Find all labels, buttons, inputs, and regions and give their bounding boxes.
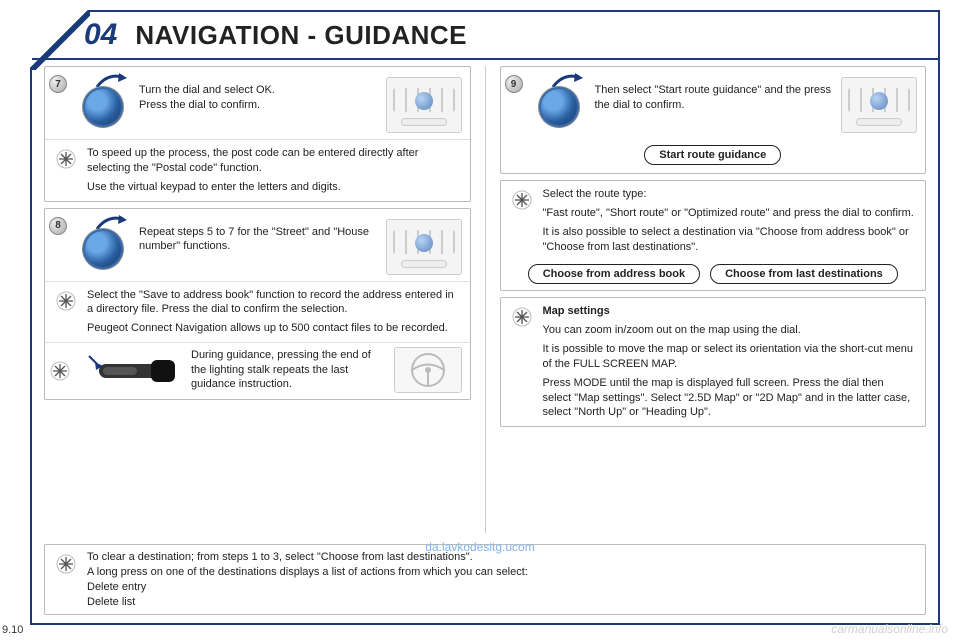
dial-icon — [75, 215, 131, 271]
route-type-tip: Select the route type: "Fast route", "Sh… — [501, 181, 926, 260]
left-column: 7 Turn the dial and select OK. Press the… — [44, 66, 471, 533]
step-8-line: Repeat steps 5 to 7 for the "Street" and… — [139, 225, 378, 255]
map-settings-tip: Map settings You can zoom in/zoom out on… — [501, 298, 926, 426]
page-number: 9.10 — [2, 624, 23, 636]
page-header: 04 NAVIGATION - GUIDANCE — [32, 12, 938, 60]
clear-destination-text: To clear a destination; from steps 1 to … — [87, 551, 528, 608]
postcode-p2: Use the virtual keypad to enter the lett… — [87, 180, 460, 195]
steering-wheel-icon — [394, 347, 462, 393]
choose-buttons-row: Choose from address book Choose from las… — [501, 260, 926, 290]
savebook-tip-text: Select the "Save to address book" functi… — [87, 288, 460, 337]
step-7-line1: Turn the dial and select OK. — [139, 83, 378, 98]
step-number-badge: 7 — [49, 75, 67, 93]
dial-icon — [531, 73, 587, 129]
start-route-button-row: Start route guidance — [501, 139, 926, 173]
step-8-box: 8 Repeat steps 5 to 7 for the "Street" a… — [44, 208, 471, 401]
mapsettings-p3: Press MODE until the map is displayed fu… — [543, 376, 916, 421]
step-9-text: Then select "Start route guidance" and t… — [595, 73, 834, 113]
bottom-p4: Delete list — [87, 596, 528, 608]
mapsettings-p2: It is possible to move the map or select… — [543, 342, 916, 372]
console-thumbnail — [386, 77, 462, 133]
column-divider — [485, 66, 486, 533]
postcode-tip: To speed up the process, the post code c… — [45, 139, 470, 201]
stalk-text: During guidance, pressing the end of the… — [191, 348, 384, 393]
route-type-text: Select the route type: "Fast route", "Sh… — [543, 187, 916, 254]
step-7-row: 7 Turn the dial and select OK. Press the… — [45, 67, 470, 139]
clear-destination-box: To clear a destination; from steps 1 to … — [44, 544, 926, 615]
watermark-site: carmanualsonline.info — [831, 622, 948, 636]
step-9-row: 9 Then select "Start route guidance" and… — [501, 67, 926, 139]
stalk-tip-text: During guidance, pressing the end of the… — [191, 348, 384, 393]
dial-icon — [75, 73, 131, 129]
step-9-box: 9 Then select "Start route guidance" and… — [500, 66, 927, 174]
postcode-tip-text: To speed up the process, the post code c… — [87, 146, 460, 195]
step-9-line: Then select "Start route guidance" and t… — [595, 83, 834, 113]
content-columns: 7 Turn the dial and select OK. Press the… — [44, 66, 926, 533]
asterisk-icon — [511, 306, 533, 328]
lighting-stalk-icon — [81, 350, 181, 390]
bottom-p3: Delete entry — [87, 581, 528, 593]
asterisk-icon — [511, 189, 533, 211]
stalk-tip: During guidance, pressing the end of the… — [45, 342, 470, 399]
step-7-text: Turn the dial and select OK. Press the d… — [139, 73, 378, 113]
step-8-row: 8 Repeat steps 5 to 7 for the "Street" a… — [45, 209, 470, 281]
choose-address-book-button[interactable]: Choose from address book — [528, 264, 700, 284]
map-settings-box: Map settings You can zoom in/zoom out on… — [500, 297, 927, 427]
postcode-p1: To speed up the process, the post code c… — [87, 146, 460, 176]
page-frame: 04 NAVIGATION - GUIDANCE 7 Turn the dial… — [30, 10, 940, 625]
choose-last-destinations-button[interactable]: Choose from last destinations — [710, 264, 898, 284]
map-settings-text: Map settings You can zoom in/zoom out on… — [543, 304, 916, 420]
right-column: 9 Then select "Start route guidance" and… — [500, 66, 927, 533]
step-number-badge: 9 — [505, 75, 523, 93]
asterisk-icon — [55, 290, 77, 312]
step-number-badge: 8 — [49, 217, 67, 235]
mapsettings-p1: You can zoom in/zoom out on the map usin… — [543, 323, 916, 338]
routetype-p1: Select the route type: — [543, 187, 916, 202]
start-route-button[interactable]: Start route guidance — [644, 145, 781, 165]
step-7-box: 7 Turn the dial and select OK. Press the… — [44, 66, 471, 202]
routetype-p3: It is also possible to select a destinat… — [543, 225, 916, 255]
bottom-p2: A long press on one of the destinations … — [87, 566, 528, 578]
asterisk-icon — [55, 553, 77, 575]
page-title: NAVIGATION - GUIDANCE — [135, 20, 467, 51]
savebook-p2: Peugeot Connect Navigation allows up to … — [87, 321, 460, 336]
asterisk-icon — [55, 148, 77, 170]
section-number: 04 — [84, 18, 117, 52]
console-thumbnail — [841, 77, 917, 133]
routetype-p2: "Fast route", "Short route" or "Optimize… — [543, 206, 916, 221]
console-thumbnail — [386, 219, 462, 275]
savebook-p1: Select the "Save to address book" functi… — [87, 288, 460, 318]
asterisk-icon — [49, 360, 71, 382]
savebook-tip: Select the "Save to address book" functi… — [45, 281, 470, 343]
step-8-text: Repeat steps 5 to 7 for the "Street" and… — [139, 215, 378, 255]
watermark-center: da.lavkodesitg.ucom — [425, 540, 534, 554]
step-7-line2: Press the dial to confirm. — [139, 98, 378, 113]
map-settings-heading: Map settings — [543, 305, 610, 317]
route-type-box: Select the route type: "Fast route", "Sh… — [500, 180, 927, 291]
